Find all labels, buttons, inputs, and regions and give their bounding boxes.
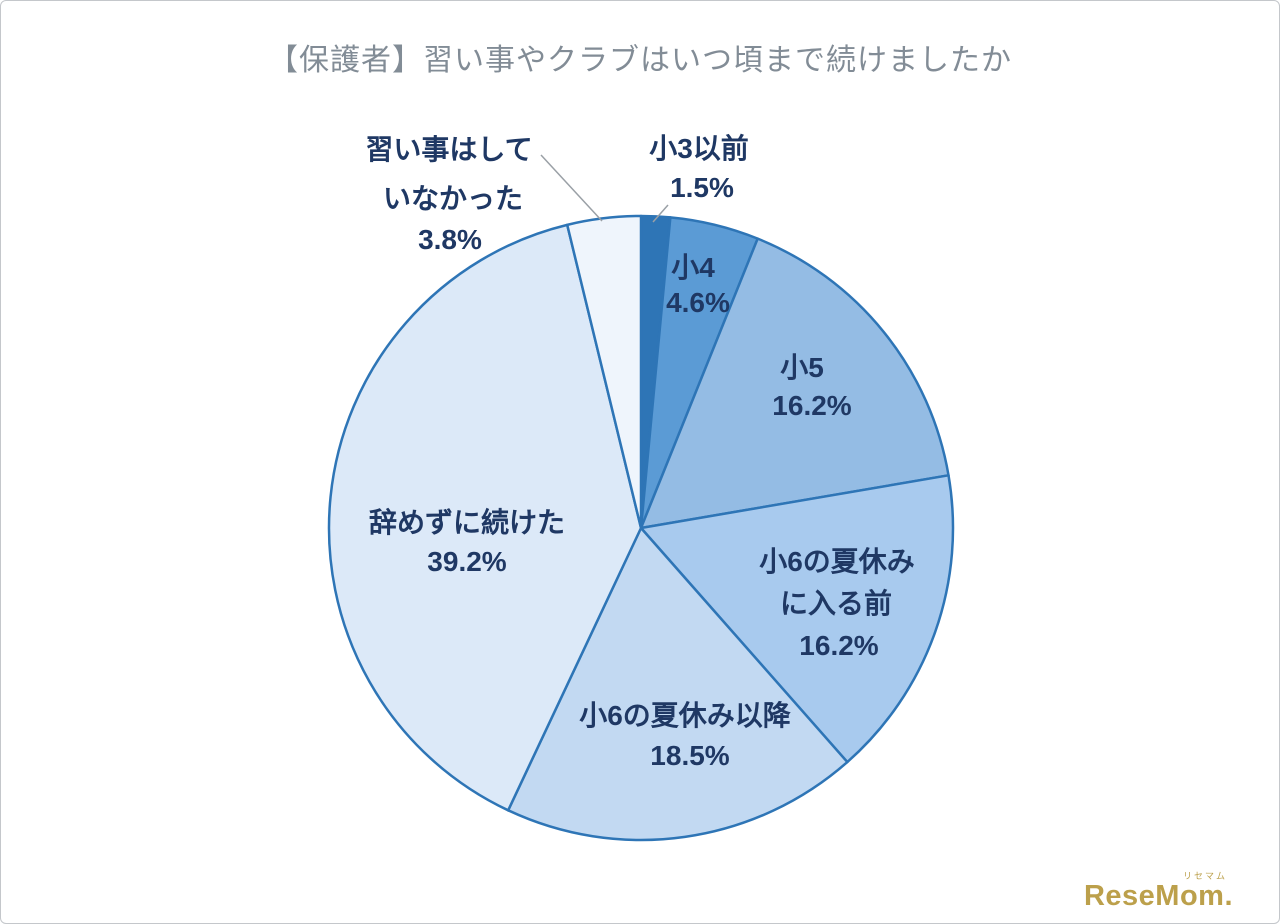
slice-label: 小6の夏休み (759, 546, 915, 577)
slice-label: 小6の夏休み以降 (579, 700, 792, 731)
slice-label: 4.6% (666, 287, 730, 318)
slice-label: 辞めずに続けた (369, 506, 565, 538)
logo-text: ReseMom. (1083, 880, 1233, 912)
chart-title: 【保護者】習い事やクラブはいつ頃まで続けましたか (268, 44, 1012, 77)
pie-slice-4 (639, 474, 955, 764)
slice-label: 小3以前 (649, 132, 749, 164)
resemom-logo: リセマム ReseMom. (1084, 872, 1233, 911)
slice-label: 16.2% (799, 630, 878, 661)
slice-label: 39.2% (427, 546, 506, 577)
slice-label: いなかった (383, 183, 523, 214)
pie-slice-5 (506, 526, 849, 842)
logo-ruby-text: リセマム (1182, 871, 1227, 881)
label-leader-line (540, 154, 603, 222)
slice-label: 習い事はして (365, 134, 532, 165)
slice-label: 1.5% (670, 172, 734, 203)
pie-slice-6 (327, 223, 643, 812)
slice-label: 小4 (671, 252, 715, 283)
slice-label: 16.2% (772, 390, 851, 421)
slice-label: 小5 (780, 352, 824, 383)
slice-label: に入る前 (780, 587, 892, 619)
pie-slice-7 (565, 214, 643, 530)
slice-label: 18.5% (650, 740, 729, 771)
label-leader-line (652, 204, 669, 223)
slice-label: 3.8% (418, 224, 482, 255)
pie-slice-3 (639, 237, 950, 530)
